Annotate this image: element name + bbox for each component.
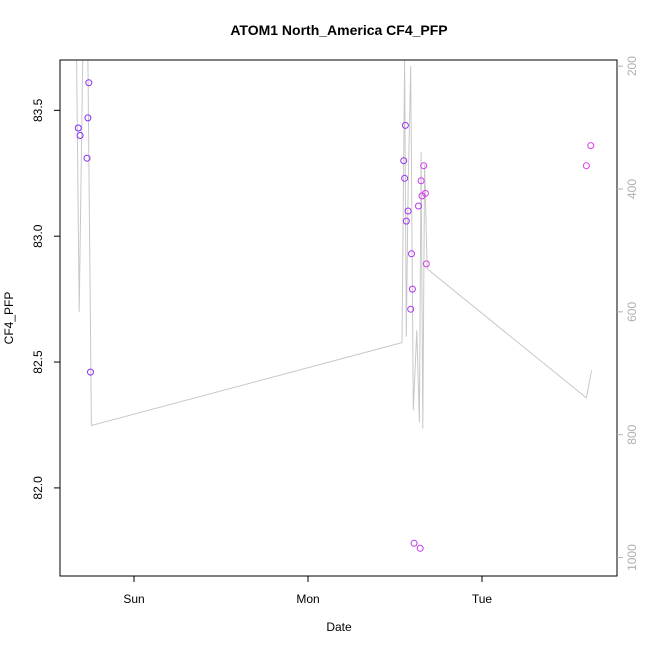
x-axis-label: Date <box>326 620 352 634</box>
y-axis-right: 200 400 600 800 1000 <box>617 56 639 571</box>
chart-title: ATOM1 North_America CF4_PFP <box>230 22 447 38</box>
data-point <box>422 260 430 268</box>
y-tick-label: 82.0 <box>31 476 45 500</box>
x-tick-label: Sun <box>123 592 144 606</box>
data-point <box>416 544 424 552</box>
y-axis-label: CF4_PFP <box>2 292 16 345</box>
data-point <box>85 79 93 87</box>
data-point <box>84 114 92 122</box>
data-point <box>407 305 415 313</box>
data-point <box>401 121 409 129</box>
y-right-tick-label: 800 <box>625 424 639 444</box>
y-tick-label: 82.5 <box>31 350 45 374</box>
data-point <box>400 157 408 165</box>
data-point <box>420 162 428 170</box>
data-point <box>402 217 410 225</box>
y-tick-label: 83.0 <box>31 224 45 248</box>
x-tick-label: Mon <box>296 592 319 606</box>
plot-frame <box>59 59 618 577</box>
data-point <box>587 142 595 150</box>
data-point <box>408 285 416 293</box>
y-right-tick-label: 1000 <box>625 544 639 571</box>
y-right-tick-label: 400 <box>625 179 639 199</box>
data-points-layer <box>74 79 595 552</box>
data-point <box>421 189 429 197</box>
data-point <box>404 207 412 215</box>
y-right-tick-label: 600 <box>625 302 639 322</box>
y-tick-label: 83.5 <box>31 98 45 122</box>
data-point <box>83 154 91 162</box>
data-point <box>417 177 425 185</box>
x-tick-label: Tue <box>472 592 493 606</box>
data-point <box>74 124 82 132</box>
data-point <box>582 162 590 170</box>
data-point <box>76 132 84 139</box>
data-point <box>87 368 94 376</box>
data-point <box>415 202 422 210</box>
altitude-line-layer <box>76 60 593 429</box>
x-axis: Sun Mon Tue <box>123 576 492 606</box>
altitude-line <box>76 60 593 429</box>
data-point <box>408 250 415 258</box>
y-axis-left: 82.0 82.5 83.0 83.5 <box>31 98 60 500</box>
data-point <box>401 174 409 182</box>
data-point <box>410 539 418 547</box>
y-right-tick-label: 200 <box>625 56 639 76</box>
